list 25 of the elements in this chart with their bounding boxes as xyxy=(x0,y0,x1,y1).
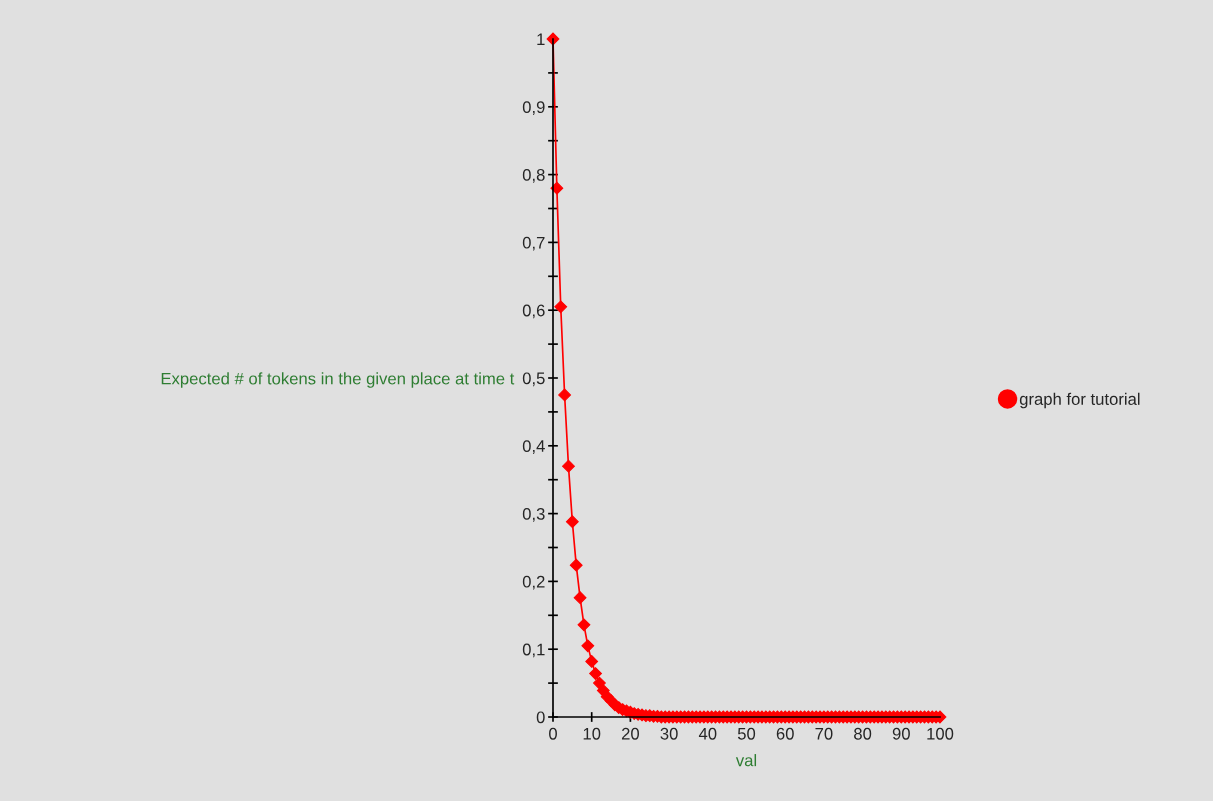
legend-label: graph for tutorial xyxy=(1019,392,1140,409)
y-tick-label: 0,7 xyxy=(522,236,545,251)
x-tick-label: 80 xyxy=(854,727,872,740)
x-tick-label: 70 xyxy=(815,727,833,740)
x-tick-label: 60 xyxy=(776,727,794,740)
x-tick-label: 0 xyxy=(549,727,557,740)
y-tick-label: 0,1 xyxy=(522,643,545,658)
x-tick-label: 10 xyxy=(583,727,601,740)
y-tick-label: 0,4 xyxy=(522,440,545,454)
x-tick-label: 100 xyxy=(927,727,954,740)
y-tick-label: 0,5 xyxy=(522,372,545,387)
y-axis-title: Expected # of tokens in the given place at time t xyxy=(161,372,515,388)
x-tick-label: 50 xyxy=(737,727,756,740)
y-tick-label: 0,6 xyxy=(522,304,545,319)
y-tick-label: 0 xyxy=(536,711,545,724)
y-tick-label: 0,3 xyxy=(522,508,545,522)
x-tick-label: 30 xyxy=(660,727,678,740)
x-tick-label: 20 xyxy=(621,727,640,740)
x-axis-title: val xyxy=(735,754,757,767)
y-tick-label: 0,9 xyxy=(522,101,545,115)
x-tick-label: 40 xyxy=(698,727,717,740)
y-tick-label: 0,8 xyxy=(522,169,545,183)
y-tick-label: 1 xyxy=(537,33,545,46)
x-tick-label: 90 xyxy=(892,727,910,740)
y-tick-label: 0,2 xyxy=(522,575,545,590)
